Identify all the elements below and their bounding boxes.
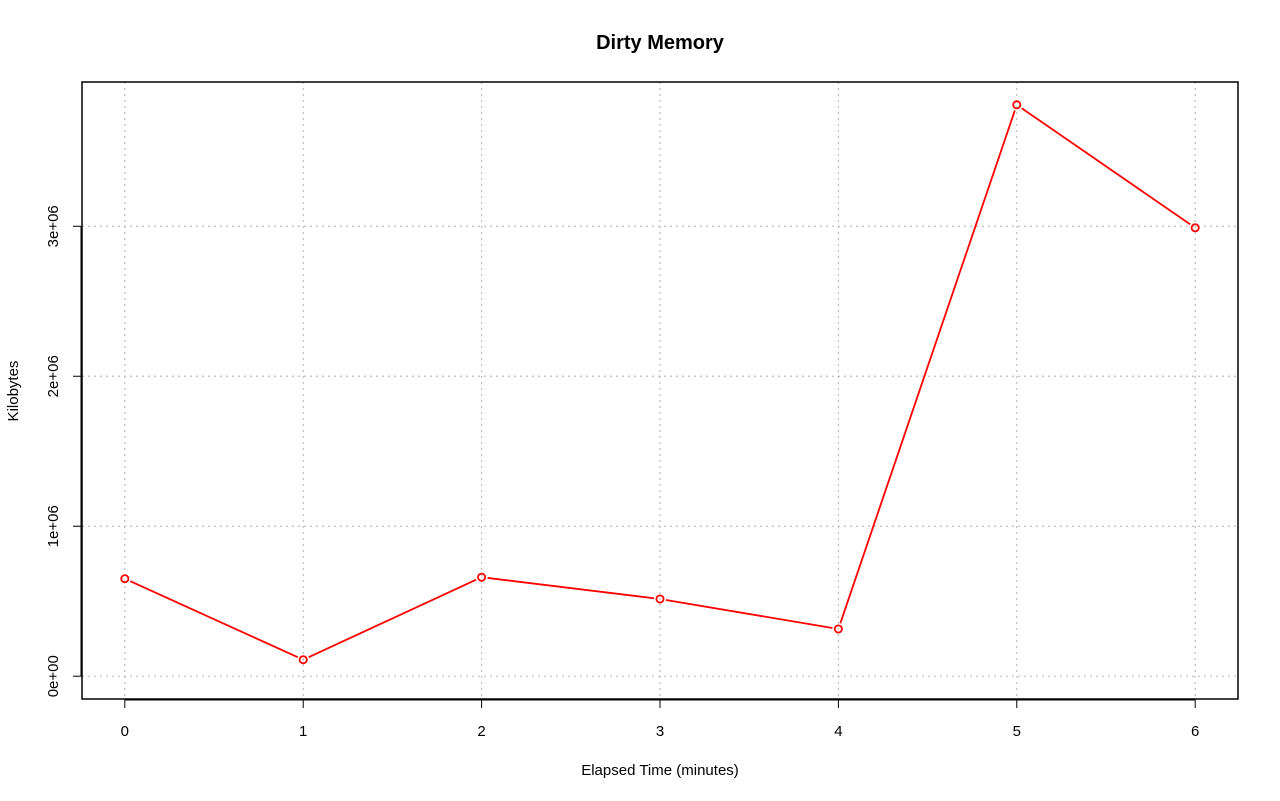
y-tick-label: 3e+06: [45, 205, 62, 247]
series-line-segment: [665, 599, 833, 629]
series-line-segment: [129, 580, 299, 659]
series-line-segment: [1021, 107, 1191, 226]
data-point: [655, 594, 665, 604]
y-tick-label: 1e+06: [45, 505, 62, 547]
x-tick-label: 4: [834, 723, 842, 740]
data-point: [477, 572, 487, 582]
series: [120, 100, 1200, 665]
x-axis-label: Elapsed Time (minutes): [581, 762, 739, 779]
x-tick-label: 3: [656, 723, 664, 740]
x-tick-label: 6: [1191, 723, 1199, 740]
y-axis-label: Kilobytes: [5, 361, 22, 422]
data-point: [1190, 223, 1200, 233]
y-tick-label: 0e+00: [45, 655, 62, 697]
y-tick-label: 2e+06: [45, 355, 62, 397]
axes: 0 1 2 3 4 5 6 0e+00 1e+06 2e+06 3e+06: [45, 205, 1199, 740]
series-line-segment: [308, 578, 477, 659]
grid-lines: [82, 82, 1238, 699]
data-point: [833, 624, 843, 634]
plot-frame: [81, 81, 1239, 700]
x-tick-label: 1: [299, 723, 307, 740]
series-line-segment: [487, 577, 655, 600]
data-point: [298, 655, 308, 665]
series-line-segment: [839, 110, 1016, 624]
x-tick-label: 0: [121, 723, 129, 740]
x-tick-label: 5: [1013, 723, 1021, 740]
data-point: [1012, 100, 1022, 110]
data-point: [120, 574, 130, 584]
chart-title: Dirty Memory: [596, 32, 725, 54]
x-tick-label: 2: [477, 723, 485, 740]
